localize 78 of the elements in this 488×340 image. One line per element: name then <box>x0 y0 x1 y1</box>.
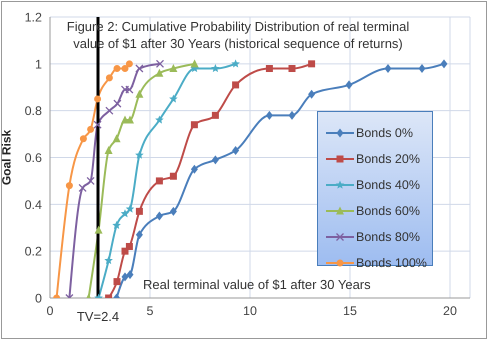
point <box>211 64 220 72</box>
point <box>156 60 164 68</box>
point <box>136 230 143 240</box>
point <box>418 64 426 74</box>
point <box>126 60 133 68</box>
annotation: Real terminal value of $1 after 30 Years <box>143 277 371 292</box>
point <box>113 99 122 108</box>
point <box>135 90 144 98</box>
y-tick-label: 0 <box>35 291 42 306</box>
y-tick-label: 0.6 <box>24 150 42 165</box>
point <box>112 220 121 230</box>
point <box>440 59 448 68</box>
point <box>266 65 273 72</box>
y-tick-label: 0.4 <box>24 198 42 212</box>
point <box>288 110 296 120</box>
y-axis-title: Goal Risk <box>0 130 14 186</box>
point <box>104 256 113 264</box>
legend-label: Bonds 20% <box>356 152 420 166</box>
point <box>120 209 130 218</box>
point <box>155 68 164 77</box>
point <box>104 146 113 154</box>
point <box>169 64 178 72</box>
point <box>126 242 133 250</box>
point <box>170 206 177 216</box>
point <box>212 112 219 119</box>
x-tick-label: 0 <box>46 304 54 318</box>
point <box>135 150 144 159</box>
legend-label: Bonds 0% <box>356 126 413 140</box>
point <box>114 278 120 286</box>
point <box>87 126 94 133</box>
point <box>232 81 240 88</box>
point <box>308 90 316 99</box>
point <box>190 164 198 174</box>
point <box>232 146 240 155</box>
point <box>94 95 102 102</box>
ref-line-label: TV=2.4 <box>76 309 120 324</box>
point <box>156 212 163 221</box>
y-tick-label: 0.2 <box>24 244 42 259</box>
y-tick-label: 1.2 <box>24 10 42 24</box>
point <box>114 65 120 72</box>
point <box>266 110 273 120</box>
point <box>190 59 199 68</box>
point <box>169 94 178 103</box>
point <box>86 176 95 186</box>
point <box>346 80 352 90</box>
point <box>122 65 128 72</box>
point <box>122 272 128 282</box>
legend-label: Bonds 80% <box>356 230 420 244</box>
x-tick-label: 10 <box>243 304 257 318</box>
point <box>112 134 121 142</box>
legend-label: Bonds 60% <box>356 204 420 218</box>
point <box>94 226 103 234</box>
point <box>288 65 296 72</box>
point <box>231 59 240 68</box>
point <box>212 155 219 164</box>
legend-label: Bonds 40% <box>356 178 420 192</box>
point <box>93 120 102 129</box>
x-tick-label: 20 <box>443 304 457 318</box>
point <box>135 64 144 73</box>
legend-label: Bonds 100% <box>356 256 427 270</box>
y-tick-label: 0.8 <box>24 104 42 118</box>
point <box>126 204 134 213</box>
point <box>308 60 316 68</box>
point <box>66 182 73 190</box>
point <box>126 270 134 280</box>
point <box>106 74 113 82</box>
point <box>156 177 163 184</box>
x-tick-label: 15 <box>343 304 357 318</box>
point <box>136 208 143 215</box>
point <box>190 121 198 128</box>
point <box>384 64 392 74</box>
point <box>170 172 177 180</box>
y-tick-label: 1 <box>35 57 42 72</box>
point <box>80 135 87 142</box>
point <box>105 106 114 115</box>
point <box>78 184 87 192</box>
point <box>155 116 164 124</box>
x-tick-label: 5 <box>146 304 154 318</box>
